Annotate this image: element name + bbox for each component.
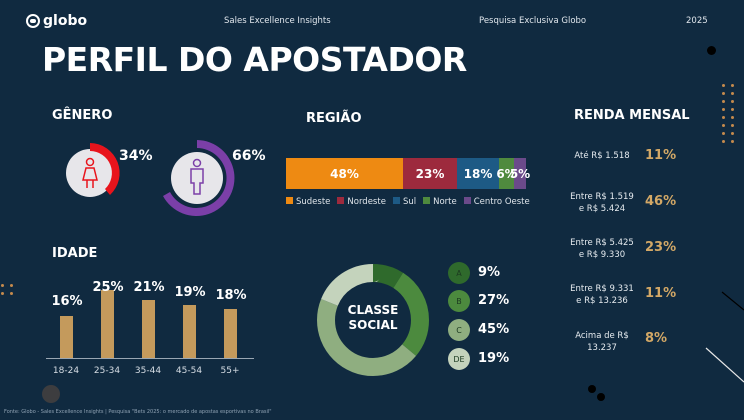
region-stacked-bar: 48% 23% 18% 6% 5% bbox=[286, 158, 530, 189]
section-title-genero: GÊNERO bbox=[52, 108, 113, 123]
male-pct: 66% bbox=[232, 148, 266, 164]
classe-donut bbox=[317, 264, 429, 376]
age-bar bbox=[142, 300, 155, 358]
age-pct: 18% bbox=[215, 288, 247, 303]
region-seg-centro-oeste: 5% bbox=[510, 158, 530, 189]
age-bar bbox=[224, 309, 237, 358]
renda-pct: 11% bbox=[645, 286, 677, 301]
renda-label: Acima de R$ 13.237 bbox=[575, 331, 629, 353]
age-pct: 21% bbox=[133, 280, 165, 295]
region-seg-nordeste: 23% bbox=[403, 158, 457, 189]
decor-dot bbox=[42, 385, 60, 403]
legend-item: Sul bbox=[392, 197, 416, 207]
logo-text: globo bbox=[43, 13, 88, 29]
classe-badge-c: C bbox=[448, 319, 470, 341]
decor-dot bbox=[588, 385, 596, 393]
age-label: 45-54 bbox=[175, 366, 203, 376]
renda-label: Entre R$ 1.519 e R$ 5.424 bbox=[570, 192, 634, 214]
page-title: PERFIL DO APOSTADOR bbox=[42, 40, 467, 79]
age-pct: 25% bbox=[92, 280, 124, 295]
renda-label: Entre R$ 9.331 e R$ 13.236 bbox=[570, 284, 634, 306]
globo-logo-icon bbox=[26, 14, 40, 28]
female-pct: 34% bbox=[119, 148, 153, 164]
classe-badge-de: DE bbox=[448, 348, 470, 370]
section-title-renda: RENDA MENSAL bbox=[574, 108, 690, 123]
male-ring bbox=[163, 140, 235, 216]
age-bar bbox=[60, 316, 73, 358]
renda-pct: 23% bbox=[645, 240, 677, 255]
age-label: 35-44 bbox=[134, 366, 162, 376]
classe-pct-a: 9% bbox=[478, 265, 501, 280]
section-title-regiao: REGIÃO bbox=[306, 111, 362, 126]
classe-badge-b: B bbox=[448, 290, 470, 312]
decor-dot-grid-left bbox=[1, 284, 13, 295]
male-icon bbox=[190, 158, 204, 195]
age-pct: 19% bbox=[174, 285, 206, 300]
header-subtitle: Sales Excellence Insights bbox=[224, 16, 331, 26]
age-axis bbox=[46, 358, 254, 359]
header-year: 2025 bbox=[686, 16, 708, 26]
section-title-idade: IDADE bbox=[52, 246, 98, 261]
source-footer: Fonte: Globo - Sales Excellence Insights… bbox=[4, 409, 272, 415]
female-ring bbox=[66, 143, 120, 197]
region-seg-norte: 6% bbox=[496, 158, 517, 189]
renda-pct: 11% bbox=[645, 148, 677, 163]
region-seg-sudeste: 48% bbox=[286, 158, 403, 189]
age-label: 55+ bbox=[220, 366, 240, 376]
classe-pct-b: 27% bbox=[478, 293, 510, 308]
legend-item: Centro Oeste bbox=[463, 197, 530, 207]
classe-pct-c: 45% bbox=[478, 322, 510, 337]
age-bar bbox=[183, 305, 196, 358]
decor-lines bbox=[705, 291, 744, 383]
region-legend: Sudeste Nordeste Sul Norte Centro Oeste bbox=[286, 197, 530, 207]
classe-pct-de: 19% bbox=[478, 351, 510, 366]
age-bar bbox=[101, 290, 114, 358]
region-seg-sul: 18% bbox=[457, 158, 499, 189]
decor-dot bbox=[707, 46, 716, 55]
globo-logo: globo bbox=[26, 13, 87, 29]
decor-dot bbox=[597, 393, 605, 401]
renda-pct: 8% bbox=[645, 331, 668, 346]
renda-pct: 46% bbox=[645, 194, 677, 209]
decor-dot-grid bbox=[722, 84, 734, 143]
female-icon bbox=[82, 157, 98, 188]
legend-item: Sudeste bbox=[286, 197, 330, 207]
age-label: 18-24 bbox=[52, 366, 80, 376]
classe-center-label: CLASSE SOCIAL bbox=[347, 303, 399, 332]
age-pct: 16% bbox=[51, 294, 83, 309]
classe-badge-a: A bbox=[448, 262, 470, 284]
renda-label: Até R$ 1.518 bbox=[574, 151, 630, 161]
legend-item: Nordeste bbox=[337, 197, 386, 207]
header-research: Pesquisa Exclusiva Globo bbox=[479, 16, 587, 26]
age-label: 25-34 bbox=[93, 366, 121, 376]
renda-label: Entre R$ 5.425 e R$ 9.330 bbox=[570, 238, 634, 260]
legend-item: Norte bbox=[423, 197, 457, 207]
